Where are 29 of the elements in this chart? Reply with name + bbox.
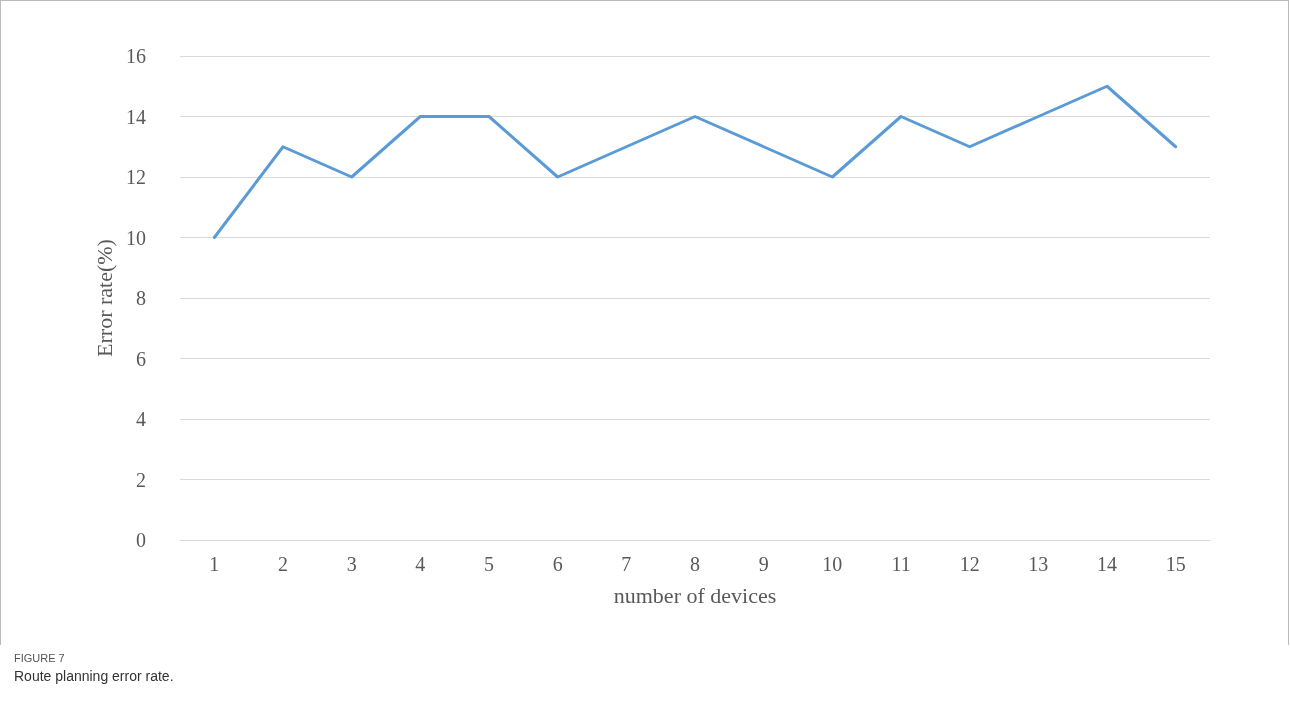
y-tick-label: 4: [136, 408, 146, 430]
x-tick-label: 15: [1165, 553, 1186, 575]
x-tick-label: 7: [621, 553, 632, 575]
x-tick-label: 9: [758, 553, 769, 575]
x-tick-label: 4: [415, 553, 426, 575]
x-tick-label: 3: [346, 553, 357, 575]
y-axis-title: Error rate(%): [91, 239, 117, 357]
x-tick-label: 12: [959, 553, 980, 575]
y-tick-label: 2: [136, 468, 146, 491]
y-tick-label: 8: [136, 287, 146, 309]
y-tick-label: 10: [126, 226, 146, 249]
x-tick-label: 13: [1028, 553, 1049, 575]
y-tick-label: 16: [126, 45, 146, 67]
x-tick-label: 11: [891, 553, 911, 575]
y-tick-label: 6: [136, 347, 146, 370]
x-tick-label: 6: [552, 553, 563, 575]
x-axis-title: number of devices: [613, 582, 777, 608]
caption: FIGURE 7: [14, 652, 66, 664]
line-series: [212, 84, 1178, 239]
x-tick-label: 2: [278, 553, 288, 575]
y-tick-label: 12: [126, 166, 146, 188]
x-tick-label: 1: [209, 553, 220, 575]
x-tick-label: 5: [484, 553, 494, 575]
x-tick-label: 14: [1097, 553, 1117, 575]
y-tick-label: 0: [136, 529, 146, 551]
text: Route planning error rate.: [14, 668, 174, 684]
y-tick-label: 14: [126, 105, 146, 128]
x-tick-label: 10: [822, 553, 843, 575]
x-tick-label: 8: [690, 553, 700, 575]
